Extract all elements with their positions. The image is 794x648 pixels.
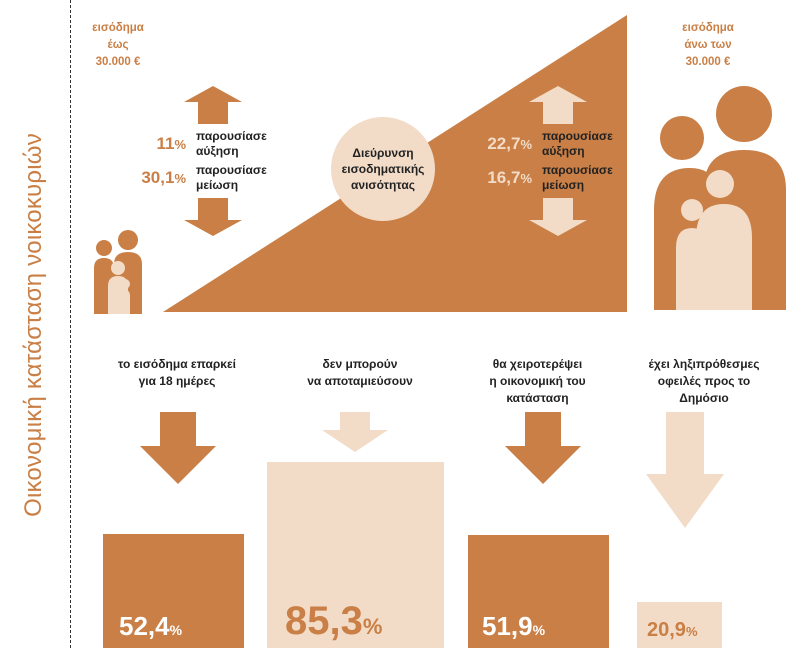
bar-4-value: 20,9% (647, 619, 698, 641)
bar-2: 85,3% (267, 462, 444, 648)
large-family-icon (654, 86, 786, 310)
bar-3-value: 51,9% (482, 611, 546, 641)
arrow-up-icon (529, 86, 587, 124)
arrow-down-icon (322, 412, 388, 452)
right-stat-increase: 22,7% παρουσίασε αύξηση (487, 129, 613, 158)
bar-1: 52,4% (103, 534, 244, 648)
right-stats: 22,7% παρουσίασε αύξηση 16,7% παρουσίασε μ… (450, 128, 640, 194)
arrow-down-icon (646, 412, 724, 528)
bar-3: 51,9% (468, 535, 609, 648)
arrow-down-icon (140, 412, 216, 484)
bar-1-value: 52,4% (119, 611, 183, 641)
arrow-down-icon (184, 198, 242, 236)
arrow-down-icon (529, 198, 587, 236)
low-income-caption: εισόδημα έως 30.000 € (92, 22, 144, 68)
inequality-circle: Διεύρυνση εισοδηματικής ανισότητας (331, 117, 435, 221)
bar-caption-3: θα χειροτερέψει η οικονομική του κατάσταση (489, 357, 586, 405)
left-stat-increase: 11% παρουσίασε αύξηση (156, 129, 267, 158)
right-stat-decrease: 16,7% παρουσίασε μείωση (487, 163, 613, 192)
bar-caption-4: έχει ληξιπρόθεσμες οφειλές προς το Δημόσιο (648, 357, 760, 405)
left-stats: 11% παρουσίασε αύξηση 30,1% παρουσίασε μεί… (104, 128, 304, 194)
bar-2-value: 85,3% (285, 599, 383, 643)
small-family-icon (94, 230, 142, 314)
left-stat-decrease: 30,1% παρουσίασε μείωση (141, 163, 267, 192)
bar-caption-2: δεν μπορούν να αποταμιεύσουν (307, 357, 413, 388)
high-income-caption: εισόδημα άνω των 30.000 € (682, 22, 734, 68)
arrow-up-icon (184, 86, 242, 124)
arrow-down-icon (505, 412, 581, 484)
dashed-divider (70, 0, 71, 648)
bar-caption-1: το εισόδημα επαρκεί για 18 ημέρες (118, 357, 236, 388)
bar-4: 20,9% (637, 602, 722, 648)
